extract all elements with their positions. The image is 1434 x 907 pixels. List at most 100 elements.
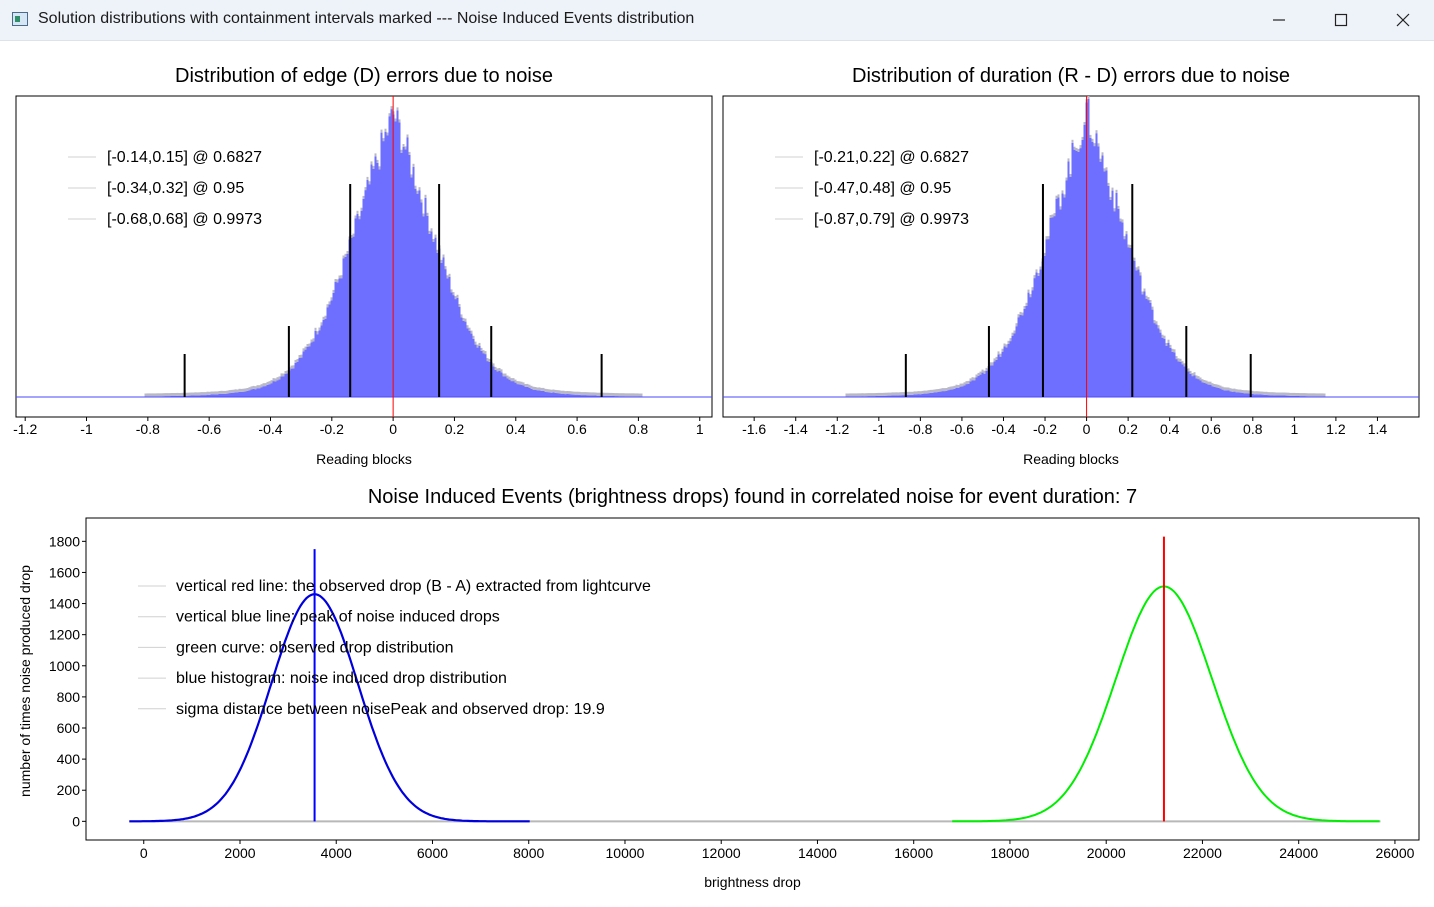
panel2-histogram-bar <box>917 394 920 397</box>
panel1-histogram-noise <box>552 389 555 393</box>
panel2-histogram-noise <box>1155 321 1158 325</box>
panel2-histogram-bar <box>1111 190 1114 397</box>
panel1-histogram-bar <box>402 147 405 397</box>
panel1-histogram-noise <box>416 190 419 194</box>
panel1-histogram-bar <box>414 188 417 397</box>
panel2-histogram-bar <box>1277 395 1280 397</box>
panel3-y-tick-label: 1000 <box>49 658 80 674</box>
panel1-histogram-noise <box>602 392 605 396</box>
panel2-histogram-noise <box>1259 391 1262 395</box>
panel1-histogram-bar <box>494 369 497 397</box>
panel2-histogram-bar <box>1251 393 1254 397</box>
panel2-histogram-bar <box>1031 290 1034 397</box>
panel2-histogram-noise <box>887 392 890 396</box>
panel1-histogram-bar <box>488 361 491 397</box>
panel2-histogram-bar <box>1047 239 1050 397</box>
panel2-histogram-bar <box>911 394 914 397</box>
panel2-histogram-noise <box>991 362 994 366</box>
panel2-histogram-noise <box>1095 130 1098 134</box>
panel1-histogram-noise <box>562 390 565 394</box>
panel2-histogram-noise <box>907 391 910 395</box>
panel3-x-tick-label: 16000 <box>894 845 933 861</box>
panel1-histogram-noise <box>408 151 411 155</box>
panel1-histogram-noise <box>248 387 251 391</box>
panel1-histogram-bar <box>548 392 551 397</box>
panel2-histogram-bar <box>1067 161 1070 397</box>
panel1-histogram-bar <box>244 391 247 397</box>
panel1-histogram-bar <box>328 304 331 397</box>
panel1-histogram-bar <box>592 395 595 397</box>
panel2-histogram-bar <box>907 394 910 397</box>
panel2-histogram-noise <box>1293 392 1296 396</box>
maximize-button[interactable] <box>1310 0 1372 40</box>
panel2-histogram-bar <box>995 359 998 397</box>
panel2-histogram-bar <box>1117 208 1120 397</box>
panel1-histogram-noise <box>238 388 241 392</box>
panel2-histogram-noise <box>1277 392 1280 396</box>
panel2-histogram-bar <box>1077 151 1080 397</box>
panel1-histogram-noise <box>344 253 347 257</box>
panel3-x-axis-label: brightness drop <box>704 874 801 890</box>
panel2-histogram-noise <box>1307 393 1310 397</box>
panel1-histogram-bar <box>430 231 433 397</box>
panel2-histogram-bar <box>1241 393 1244 397</box>
panel1-histogram-bar <box>232 392 235 397</box>
panel1-histogram-noise <box>482 350 485 354</box>
panel1-histogram-noise <box>188 392 191 396</box>
panel2-histogram-noise <box>1167 339 1170 343</box>
panel2-histogram-bar <box>1103 171 1106 397</box>
panel2-histogram-bar <box>975 377 978 397</box>
panel2-histogram-noise <box>865 393 868 397</box>
panel1-histogram-noise <box>366 176 369 180</box>
panel2-chart-title: Distribution of duration (R - D) errors … <box>852 65 1290 87</box>
panel2-histogram-noise <box>885 392 888 396</box>
panel2-histogram-bar <box>1243 393 1246 397</box>
panel1-histogram-bar <box>450 292 453 397</box>
panel1-legend-entry: [-0.14,0.15] @ 0.6827 <box>107 149 262 166</box>
panel2-histogram-bar <box>1175 359 1178 397</box>
panel1-histogram-noise <box>492 363 495 367</box>
panel2-histogram-noise <box>1109 196 1112 200</box>
panel2-histogram-noise <box>1019 311 1022 315</box>
panel2-histogram-bar <box>1281 395 1284 397</box>
panel2-histogram-bar <box>1233 391 1236 397</box>
panel1-histogram-bar <box>480 350 483 397</box>
panel3-y-tick-label: 1200 <box>49 627 80 643</box>
panel1-histogram-noise <box>430 228 433 232</box>
panel1-histogram-bar <box>444 269 447 397</box>
panel2-histogram-bar <box>1025 305 1028 397</box>
panel2-histogram-bar <box>1273 395 1276 397</box>
panel2-histogram-bar <box>897 395 900 397</box>
panel2-histogram-noise <box>851 393 854 397</box>
panel1-histogram-noise <box>412 163 415 167</box>
panel1-histogram-bar <box>452 295 455 397</box>
panel1-histogram-bar <box>410 177 413 397</box>
panel2-histogram-bar <box>931 392 934 397</box>
panel2-histogram-bar <box>991 365 994 397</box>
panel2-histogram-bar <box>921 393 924 397</box>
panel2-histogram-bar <box>1265 394 1268 397</box>
panel1-chart-title: Distribution of edge (D) errors due to n… <box>175 65 553 87</box>
panel2-histogram-noise <box>1001 348 1004 352</box>
close-button[interactable] <box>1372 0 1434 40</box>
panel2-histogram-bar <box>891 395 894 397</box>
minimize-icon <box>1273 19 1285 21</box>
panel1-histogram-noise <box>624 393 627 397</box>
panel2-histogram-bar <box>977 375 980 397</box>
panel1-histogram-noise <box>200 392 203 396</box>
panel1-histogram-noise <box>424 194 427 198</box>
panel1-histogram-noise <box>262 383 265 387</box>
panel2-histogram-noise <box>1231 388 1234 392</box>
panel2-histogram-noise <box>1057 194 1060 198</box>
panel1-histogram-noise <box>162 393 165 397</box>
close-icon <box>1396 13 1410 27</box>
minimize-button[interactable] <box>1248 0 1310 40</box>
panel1-histogram-noise <box>498 368 501 371</box>
panel3-chart-title: Noise Induced Events (brightness drops) … <box>368 486 1137 508</box>
panel1-histogram-bar <box>568 394 571 397</box>
panel1-histogram-noise <box>244 388 247 392</box>
panel3-legend-entry: vertical blue line: peak of noise induce… <box>176 609 500 626</box>
panel1-histogram-bar <box>424 197 427 397</box>
panel2-histogram-bar <box>1033 278 1036 397</box>
panel2-histogram-noise <box>973 377 976 381</box>
